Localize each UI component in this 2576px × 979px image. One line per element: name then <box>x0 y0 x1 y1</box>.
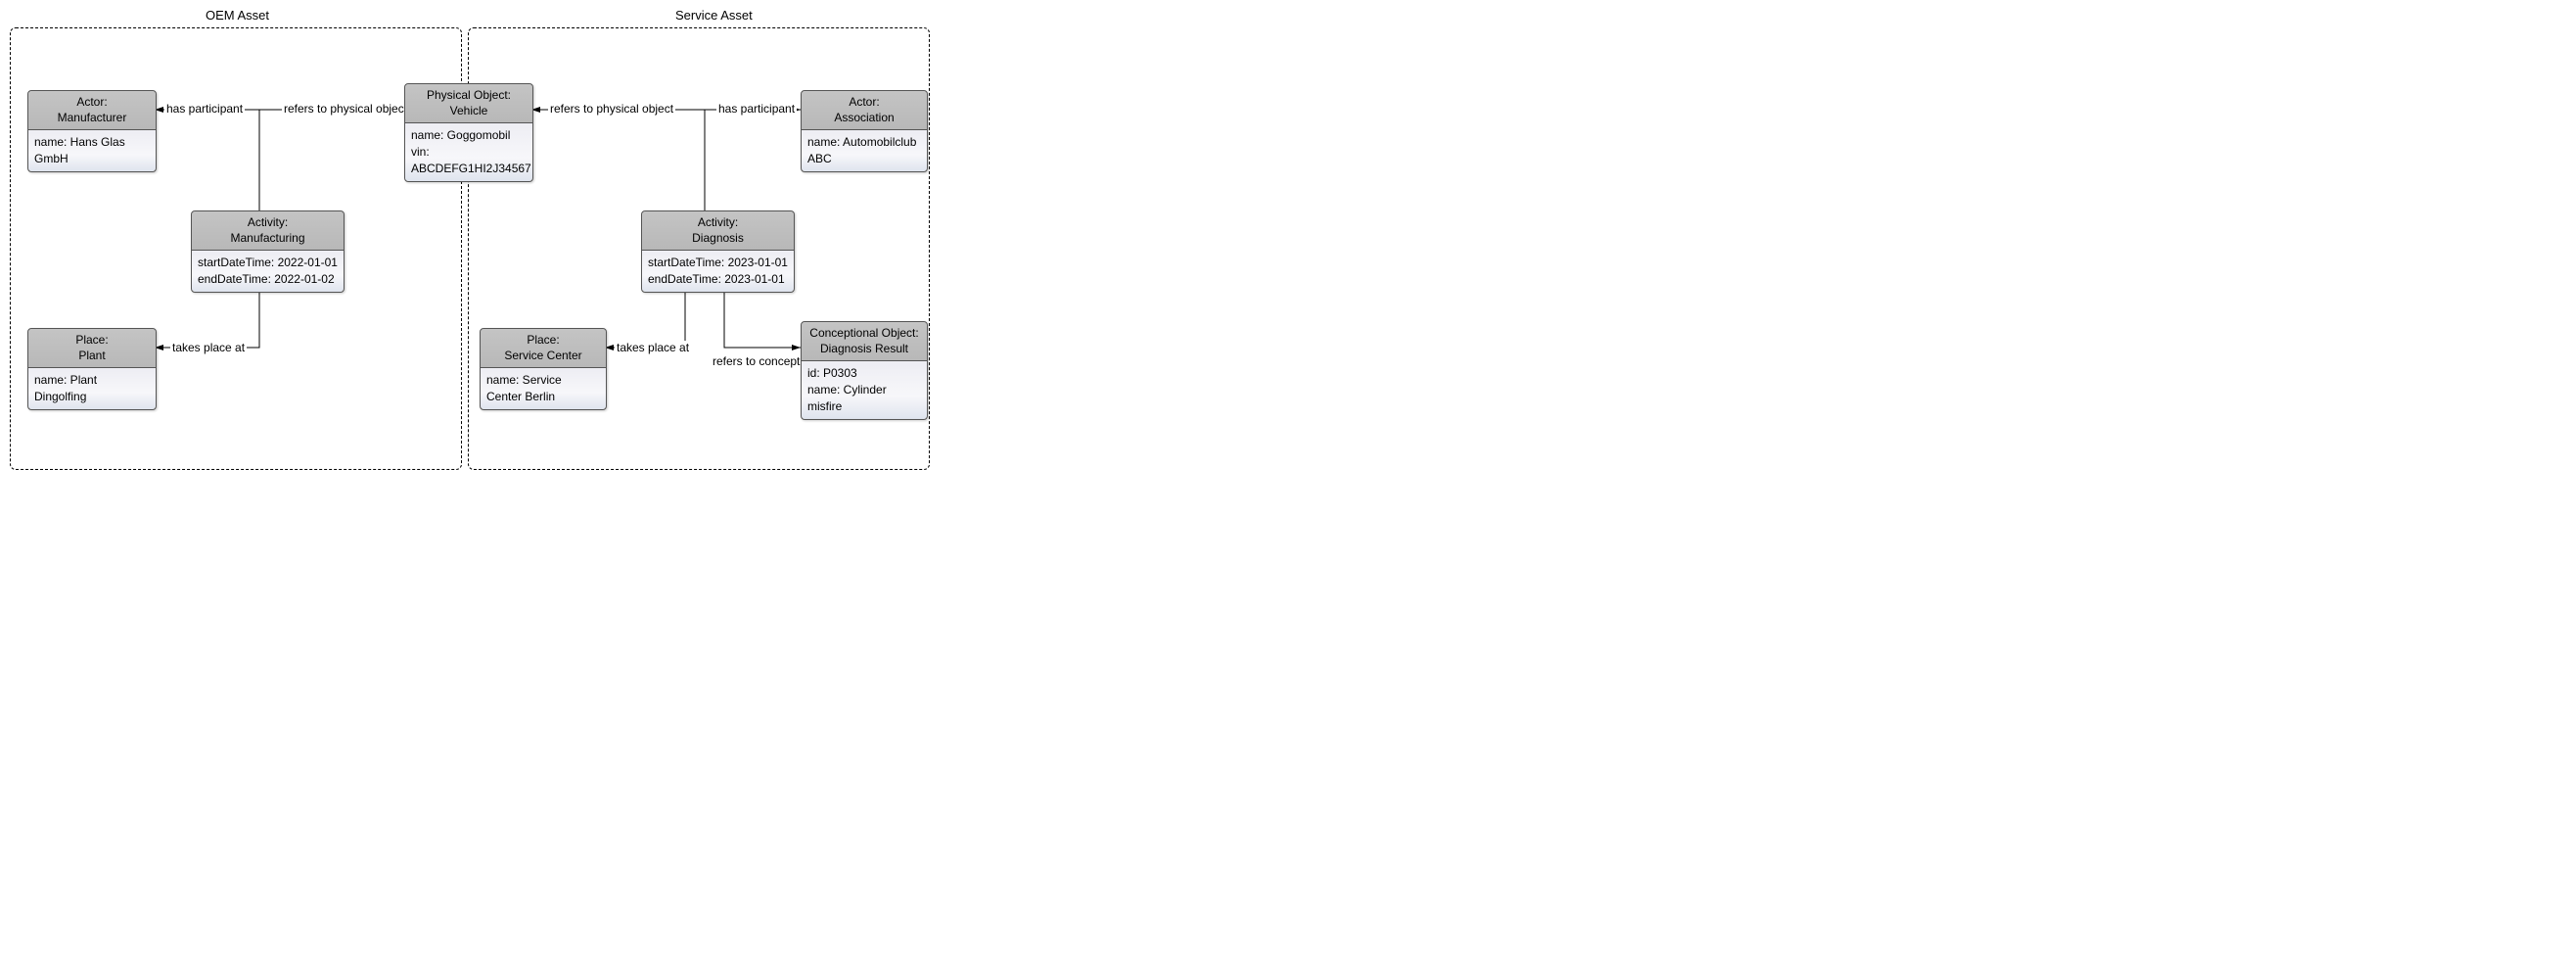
node-header-line: Association <box>807 111 921 126</box>
node-header-line: Service Center <box>486 349 600 364</box>
node-header-line: Actor: <box>807 95 921 111</box>
node-plant-body: name: Plant Dingolfing <box>28 368 156 409</box>
node-header-line: Plant <box>34 349 150 364</box>
node-header-line: Place: <box>486 333 600 349</box>
node-attr: startDateTime: 2023-01-01 <box>648 255 788 271</box>
node-manufacturing-header: Activity: Manufacturing <box>192 211 344 251</box>
node-attr: name: Service Center Berlin <box>486 372 600 405</box>
node-header-line: Actor: <box>34 95 150 111</box>
node-servicecenter-body: name: Service Center Berlin <box>481 368 606 409</box>
node-header-line: Vehicle <box>411 104 527 119</box>
node-servicecenter-header: Place: Service Center <box>481 329 606 368</box>
node-servicecenter: Place: Service Center name: Service Cent… <box>480 328 607 410</box>
edges-layer <box>0 0 940 490</box>
edge-has-participant-right: has participant <box>716 102 797 116</box>
node-attr: vin: ABCDEFG1HI2J34567 <box>411 144 527 177</box>
node-header-line: Manufacturer <box>34 111 150 126</box>
node-manufacturer-header: Actor: Manufacturer <box>28 91 156 130</box>
node-header-line: Conceptional Object: <box>807 326 921 342</box>
node-vehicle: Physical Object: Vehicle name: Goggomobi… <box>404 83 533 182</box>
node-attr: name: Cylinder misfire <box>807 382 921 415</box>
node-header-line: Activity: <box>648 215 788 231</box>
node-attr: startDateTime: 2022-01-01 <box>198 255 338 271</box>
node-plant: Place: Plant name: Plant Dingolfing <box>27 328 157 410</box>
node-attr: endDateTime: 2023-01-01 <box>648 271 788 288</box>
edge-refers-physical-left: refers to physical object <box>282 102 409 116</box>
edge-has-participant-left: has participant <box>164 102 245 116</box>
node-manufacturer: Actor: Manufacturer name: Hans Glas GmbH <box>27 90 157 172</box>
node-manufacturer-body: name: Hans Glas GmbH <box>28 130 156 171</box>
node-association-body: name: Automobilclub ABC <box>802 130 927 171</box>
diagram-canvas: OEM Asset Service Asset has participant … <box>0 0 1546 587</box>
node-attr: id: P0303 <box>807 365 921 382</box>
node-header-line: Manufacturing <box>198 231 338 247</box>
node-diagresult: Conceptional Object: Diagnosis Result id… <box>801 321 928 420</box>
node-attr: name: Goggomobil <box>411 127 527 144</box>
node-header-line: Activity: <box>198 215 338 231</box>
node-diagnosis: Activity: Diagnosis startDateTime: 2023-… <box>641 210 795 293</box>
node-vehicle-header: Physical Object: Vehicle <box>405 84 532 123</box>
node-header-line: Diagnosis <box>648 231 788 247</box>
node-header-line: Physical Object: <box>411 88 527 104</box>
node-manufacturing: Activity: Manufacturing startDateTime: 2… <box>191 210 345 293</box>
node-attr: name: Hans Glas GmbH <box>34 134 150 167</box>
node-plant-header: Place: Plant <box>28 329 156 368</box>
node-manufacturing-body: startDateTime: 2022-01-01 endDateTime: 2… <box>192 251 344 292</box>
edge-takes-place-left: takes place at <box>170 341 247 354</box>
node-association: Actor: Association name: Automobilclub A… <box>801 90 928 172</box>
node-vehicle-body: name: Goggomobil vin: ABCDEFG1HI2J34567 <box>405 123 532 180</box>
node-diagnosis-header: Activity: Diagnosis <box>642 211 794 251</box>
node-attr: name: Plant Dingolfing <box>34 372 150 405</box>
node-association-header: Actor: Association <box>802 91 927 130</box>
node-attr: name: Automobilclub ABC <box>807 134 921 167</box>
node-diagnosis-body: startDateTime: 2023-01-01 endDateTime: 2… <box>642 251 794 292</box>
node-diagresult-header: Conceptional Object: Diagnosis Result <box>802 322 927 361</box>
edge-refers-physical-right: refers to physical object <box>548 102 675 116</box>
node-diagresult-body: id: P0303 name: Cylinder misfire <box>802 361 927 418</box>
node-header-line: Diagnosis Result <box>807 342 921 357</box>
node-header-line: Place: <box>34 333 150 349</box>
node-attr: endDateTime: 2022-01-02 <box>198 271 338 288</box>
edge-takes-place-right: takes place at <box>615 341 691 354</box>
